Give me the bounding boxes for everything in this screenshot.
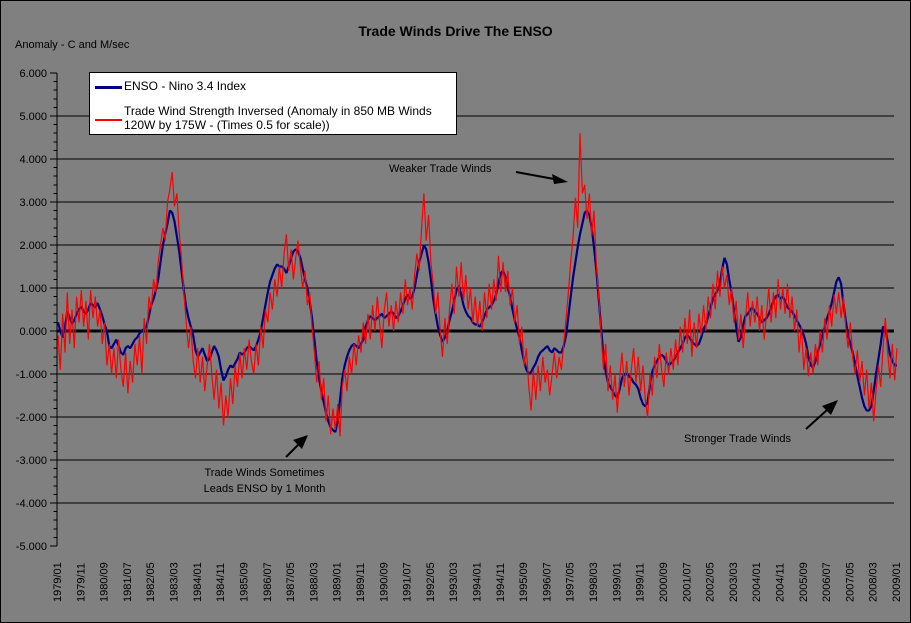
y-tick-label: 5.000 [19,111,47,123]
annotation-stronger-trade-winds: Stronger Trade Winds [684,433,791,445]
x-tick-label: 2003/03 [728,562,740,602]
legend-trade-wind-label-line2: 120W by 175W - (Times 0.5 for scale)) [124,118,330,132]
x-tick-label: 1979/01 [52,562,64,602]
x-tick-label: 1983/03 [169,562,181,602]
legend: ENSO - Nino 3.4 Index Trade Wind Strengt… [89,72,457,135]
y-tick-label: -4.000 [16,498,47,510]
y-tick-label: -3.000 [16,455,47,467]
annotation-leads-line1: Trade Winds Sometimes [204,467,325,479]
stronger-trade-winds-arrow [805,400,838,430]
x-tick-label: 1984/11 [215,563,227,602]
y-tick-label: 1.000 [19,283,47,295]
x-tick-label: 1990/09 [378,562,390,602]
x-tick-label: 1988/03 [308,562,320,602]
x-tick-label: 1984/01 [192,562,204,602]
x-tick-label: 1991/07 [402,562,414,602]
x-tick-label: 1994/11 [495,563,507,602]
weaker-trade-winds-arrow [515,171,568,184]
y-tick-label: 3.000 [19,197,47,209]
x-tick-label: 2005/09 [798,562,810,602]
x-tick-label: 1989/11 [355,563,367,602]
x-tick-label: 1980/09 [99,562,111,602]
x-tick-label: 1997/05 [565,562,577,602]
x-tick-label: 1979/11 [75,563,87,602]
x-tick-label: 1986/07 [262,562,274,602]
legend-enso-label: ENSO - Nino 3.4 Index [124,79,247,93]
legend-enso-line-swatch [95,86,122,89]
annotation-trade-winds-leads: Trade Winds Sometimes Leads ENSO by 1 Mo… [191,465,338,497]
y-tick-label: 0.000 [19,326,47,338]
annotation-weaker-trade-winds: Weaker Trade Winds [389,163,492,175]
x-tick-label: 1998/03 [588,562,600,602]
x-tick-label: 1995/09 [518,562,530,602]
x-tick-label: 1987/05 [285,562,297,602]
x-tick-label: 2008/03 [868,562,880,602]
x-tick-label: 2006/07 [821,562,833,602]
x-tick-label: 1981/07 [122,562,134,602]
y-tick-label: 2.000 [19,240,47,252]
x-tick-label: 2004/01 [751,562,763,602]
x-tick-label: 2004/11 [775,563,787,602]
legend-trade-wind-label-line1: Trade Wind Strength Inversed (Anomaly in… [124,104,432,118]
leads-enso-arrow [285,435,308,458]
x-tick-label: 1982/05 [145,562,157,602]
annotation-leads-line2: Leads ENSO by 1 Month [203,483,326,495]
chart-title: Trade Winds Drive The ENSO [358,23,553,39]
x-tick-label: 2007/05 [844,562,856,602]
x-tick-label: 1999/01 [611,562,623,602]
x-tick-label: 1993/03 [448,562,460,602]
y-tick-label: 4.000 [19,154,47,166]
x-tick-label: 1989/01 [332,562,344,602]
series-trade-wind-line [57,133,898,437]
x-tick-label: 1985/09 [238,562,250,602]
x-tick-label: 2001/07 [681,562,693,602]
x-tick-label: 2009/01 [891,562,903,602]
y-tick-label: -2.000 [16,412,47,424]
x-tick-label: 2002/05 [705,562,717,602]
x-tick-label: 1994/01 [472,562,484,602]
legend-trade-wind-line-swatch [95,119,122,121]
x-tick-label: 1999/11 [635,563,647,602]
y-tick-label: -5.000 [16,541,47,553]
x-tick-label: 1992/05 [425,562,437,602]
x-tick-label: 1996/07 [541,562,553,602]
y-axis-caption: Anomaly - C and M/sec [15,39,130,51]
y-tick-label: -1.000 [16,369,47,381]
y-tick-label: 6.000 [19,68,47,80]
x-tick-label: 2000/09 [658,562,670,602]
